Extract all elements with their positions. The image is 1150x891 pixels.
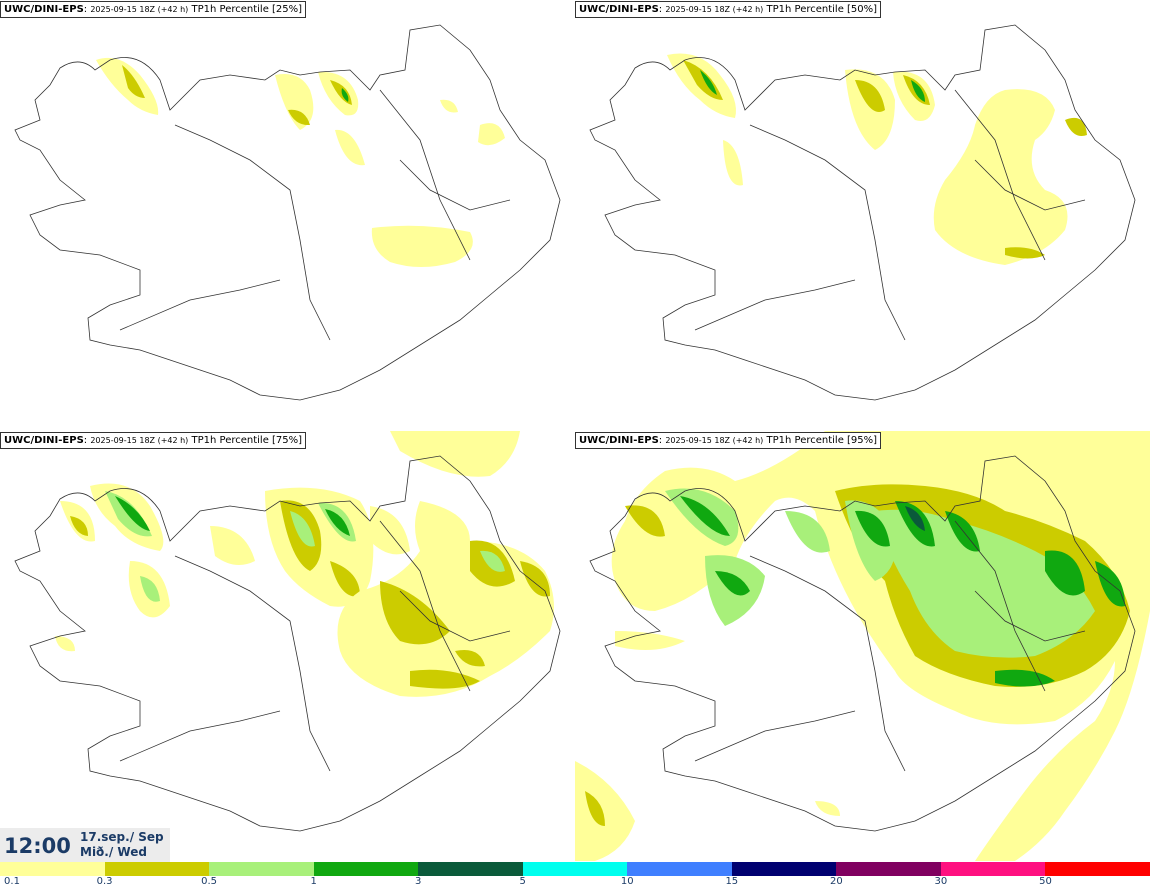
- precip-colorbar: [0, 862, 1150, 876]
- colorbar-tick-label: 0.1: [4, 876, 20, 887]
- iceland-coastline-p50: [589, 24, 1136, 401]
- colorbar-segment: [940, 862, 1046, 876]
- iceland-coastline-p25: [14, 24, 561, 401]
- colorbar-segment: [731, 862, 837, 876]
- colorbar-tick-label: 0.5: [201, 876, 218, 887]
- colorbar-tick-label: 10: [620, 876, 634, 887]
- colorbar-segment: [522, 862, 628, 876]
- colorbar-segment: [1045, 862, 1150, 876]
- precip-overlay-p75: [55, 431, 554, 697]
- colorbar-segment: [209, 862, 314, 876]
- valid-time-box: 12:00 17.sep./ Sep Mið./ Wed: [0, 828, 170, 862]
- map-panel-p95: UWC/DINI-EPS: 2025-09-15 18Z (+42 h) TP1…: [575, 431, 1150, 861]
- panel-title-p95: UWC/DINI-EPS: 2025-09-15 18Z (+42 h) TP1…: [575, 432, 882, 449]
- colorbar-tick-label: 1: [310, 876, 317, 887]
- panel-title-p75: UWC/DINI-EPS: 2025-09-15 18Z (+42 h) TP1…: [0, 432, 307, 449]
- colorbar-tick-label: 30: [934, 876, 948, 887]
- panel-title-p50: UWC/DINI-EPS: 2025-09-15 18Z (+42 h) TP1…: [575, 1, 882, 18]
- valid-date-line1: 17.sep./ Sep: [80, 830, 164, 844]
- colorbar-tick-label: 5: [519, 876, 526, 887]
- precip-map-p75: [14, 431, 561, 832]
- colorbar-segment: [836, 862, 941, 876]
- precip-overlay-p25: [96, 57, 505, 267]
- colorbar-ticks: 0.1 0.3 0.5 1 3 5 10 15 20 30 50: [0, 876, 1150, 891]
- map-panel-p75: UWC/DINI-EPS: 2025-09-15 18Z (+42 h) TP1…: [0, 431, 575, 861]
- colorbar-segment: [418, 862, 523, 876]
- colorbar-segment: [0, 862, 105, 876]
- valid-date-line2: Mið./ Wed: [80, 845, 147, 859]
- colorbar-tick-label: 15: [725, 876, 739, 887]
- precip-overlay-p95: [575, 431, 1150, 861]
- iceland-coastline-p95: [589, 455, 1136, 832]
- precip-map-p95: [575, 431, 1150, 861]
- colorbar-segment: [313, 862, 419, 876]
- valid-date: 17.sep./ Sep Mið./ Wed: [80, 830, 164, 860]
- map-panel-p50: UWC/DINI-EPS: 2025-09-15 18Z (+42 h) TP1…: [575, 0, 1150, 430]
- precip-map-p25: [14, 24, 561, 401]
- colorbar-tick-label: 50: [1039, 876, 1052, 887]
- valid-time: 12:00: [4, 834, 71, 858]
- colorbar-tick-label: 20: [829, 876, 843, 887]
- colorbar-segment: [627, 862, 732, 876]
- iceland-coastline-p75: [14, 455, 561, 832]
- colorbar-tick-label: 3: [414, 876, 422, 887]
- colorbar-segment: [104, 862, 210, 876]
- precip-overlay-p50: [667, 53, 1087, 266]
- map-panel-p25: UWC/DINI-EPS: 2025-09-15 18Z (+42 h) TP1…: [0, 0, 575, 430]
- colorbar-tick-label: 0.3: [96, 876, 113, 887]
- precip-map-p50: [589, 24, 1136, 401]
- panel-title-p25: UWC/DINI-EPS: 2025-09-15 18Z (+42 h) TP1…: [0, 1, 307, 18]
